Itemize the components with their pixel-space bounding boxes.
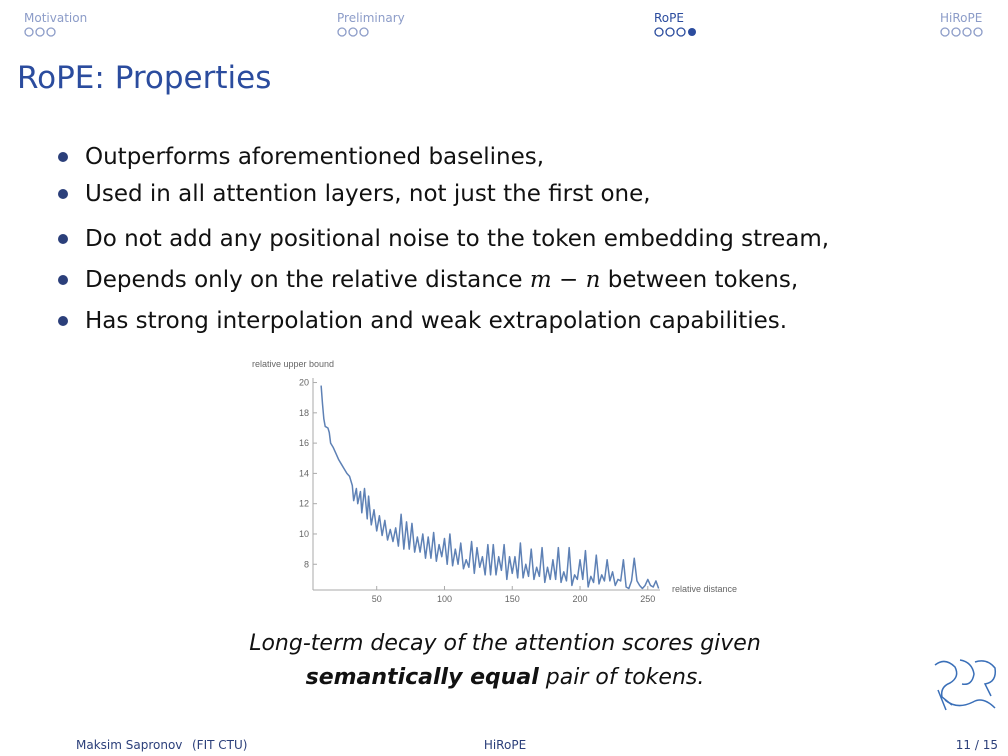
y-tick-label: 12	[299, 499, 309, 509]
nav-item[interactable]: RoPE	[654, 11, 684, 25]
y-axis-label: relative upper bound	[252, 359, 334, 369]
bullet-part: Outperforms aforementioned baselines,	[85, 144, 544, 170]
caption: Long-term decay of the attention scores …	[249, 631, 761, 656]
y-tick-label: 16	[299, 438, 309, 448]
nav-dots	[24, 27, 983, 37]
x-tick-label: 200	[573, 594, 588, 604]
footer-author: Maksim Sapronov	[76, 738, 182, 752]
y-tick-label: 18	[299, 408, 309, 418]
bullet-marker	[58, 234, 68, 244]
x-tick-label: 250	[640, 594, 655, 604]
bullet-marker	[58, 275, 68, 285]
data-line	[320, 385, 660, 590]
nav-item[interactable]: Motivation	[24, 11, 87, 25]
x-tick-label: 100	[437, 594, 452, 604]
logo	[934, 659, 997, 711]
y-tick-label: 14	[299, 468, 309, 478]
caption-text: pair of tokens.	[539, 665, 705, 690]
chart: 50 100 150 200 250 8 10 12 14 16 18 20 relative uppe…	[252, 359, 737, 604]
y-tick-label: 20	[299, 378, 309, 388]
slide-title: RoPE: Properties	[17, 60, 271, 96]
bullet-part: Has strong interpolation and weak extrap…	[85, 308, 787, 334]
math: m − n	[530, 267, 601, 293]
footer-title: HiRoPE	[484, 738, 526, 752]
bullet-part: Used in all attention layers, not just t…	[85, 181, 651, 207]
bullet-text: Depends only on the relative distance m …	[85, 267, 798, 293]
y-tick-label: 10	[299, 529, 309, 539]
bullet-text: Has strong interpolation and weak extrap…	[85, 308, 787, 334]
caption-bold: semantically equal	[306, 665, 540, 690]
bullet-text: Used in all attention layers, not just t…	[85, 181, 651, 207]
bullet-part: between tokens,	[600, 267, 798, 293]
nav-item[interactable]: HiRoPE	[940, 11, 982, 25]
bullet-list: Outperforms aforementioned baselines, Use…	[58, 144, 829, 334]
nav-item[interactable]: Preliminary	[337, 11, 405, 25]
caption: semantically equal pair of tokens.	[306, 665, 705, 690]
bullet-text: Do not add any positional noise to the t…	[85, 226, 829, 252]
bullet-part: Do not add any positional noise to the t…	[85, 226, 829, 252]
footer-page: 11 / 15	[956, 738, 998, 752]
bullet-part: Depends only on the relative distance	[85, 267, 530, 293]
bullet-marker	[58, 189, 68, 199]
footer-institute: (FIT CTU)	[192, 738, 247, 752]
x-axis-label: relative distance	[672, 584, 737, 594]
bullet-marker	[58, 316, 68, 326]
y-tick-label: 8	[304, 559, 309, 569]
bullet-marker	[58, 152, 68, 162]
x-tick-label: 150	[505, 594, 520, 604]
bullet-text: Outperforms aforementioned baselines,	[85, 144, 544, 170]
x-tick-label: 50	[372, 594, 382, 604]
